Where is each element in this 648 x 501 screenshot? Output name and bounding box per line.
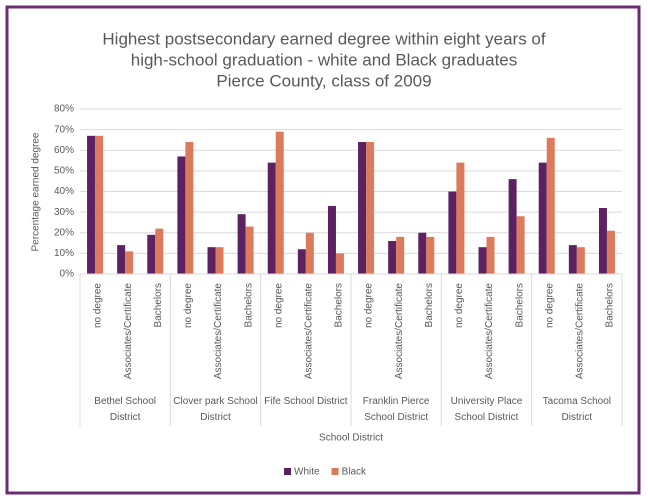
y-tick-label: 60%: [54, 145, 74, 156]
bar: [418, 232, 427, 274]
bar: [426, 236, 435, 274]
x-tick-label: Bachelors: [514, 283, 525, 327]
y-tick-label: 80%: [54, 104, 74, 115]
group-label: Clover park School District: [173, 396, 258, 423]
bar: [185, 142, 194, 274]
bar: [538, 162, 547, 274]
bar: [358, 142, 367, 274]
bar: [546, 137, 555, 274]
y-tick-label: 50%: [54, 166, 74, 177]
bar: [456, 162, 465, 274]
bar: [215, 247, 224, 274]
bar: [87, 135, 96, 274]
frame: [5, 5, 641, 495]
bar: [155, 228, 164, 274]
x-tick-label: no degree: [273, 283, 284, 328]
bar: [576, 247, 585, 274]
bar: [177, 156, 186, 274]
bar: [396, 236, 405, 274]
x-tick-label: Associates/Certificate: [394, 283, 405, 380]
bar: [147, 234, 156, 274]
bar: [606, 230, 615, 274]
bar: [207, 247, 216, 274]
bar: [486, 236, 495, 274]
group-label: University Place School District: [450, 396, 523, 423]
y-tick-label: 10%: [54, 248, 74, 259]
x-tick-label: no degree: [544, 283, 555, 328]
x-tick-label: Bachelors: [153, 283, 164, 327]
chart-title: high-school graduation - white and Black…: [131, 50, 518, 69]
bar: [125, 251, 134, 274]
y-tick-label: 30%: [54, 207, 74, 218]
x-tick-label: Associates/Certificate: [574, 283, 585, 380]
x-axis-label: School District: [319, 433, 383, 444]
bar: [117, 245, 126, 274]
x-tick-label: Bachelors: [605, 283, 616, 327]
bar: [478, 247, 487, 274]
group-label: Tacoma School District: [542, 396, 612, 423]
bar: [327, 205, 336, 274]
x-tick-label: no degree: [93, 283, 104, 328]
y-tick-label: 40%: [54, 186, 74, 197]
x-tick-label: Associates/Certificate: [213, 283, 224, 380]
x-tick-label: no degree: [183, 283, 194, 328]
legend-swatch: [284, 468, 291, 475]
bar: [448, 191, 457, 274]
bar: [516, 216, 525, 274]
x-tick-label: no degree: [454, 283, 465, 328]
bar: [95, 135, 104, 274]
x-tick-label: Bachelors: [334, 283, 345, 327]
legend-label: Black: [342, 467, 367, 478]
x-tick-label: Associates/Certificate: [303, 283, 314, 380]
y-axis-label: Percentage earned degree: [31, 132, 42, 251]
bar: [297, 249, 306, 274]
bar: [305, 232, 314, 274]
bar: [598, 208, 607, 274]
bar: [388, 241, 397, 274]
legend-swatch: [331, 468, 339, 475]
x-tick-label: Bachelors: [243, 283, 254, 327]
bar: [366, 142, 375, 274]
x-tick-label: Bachelors: [424, 283, 435, 327]
bar: [237, 214, 246, 274]
bar: [245, 226, 254, 274]
bar: [275, 131, 284, 274]
x-tick-label: Associates/Certificate: [484, 283, 495, 380]
bar: [508, 179, 517, 274]
y-tick-label: 70%: [54, 124, 74, 135]
group-label: Bethel School District: [94, 396, 157, 423]
legend-label: White: [294, 467, 320, 478]
y-tick-label: 20%: [54, 227, 74, 238]
bar: [267, 162, 276, 274]
bar: [568, 245, 577, 274]
y-tick-label: 0%: [60, 269, 75, 280]
x-tick-label: Associates/Certificate: [123, 283, 134, 380]
chart-title: Pierce County, class of 2009: [216, 71, 431, 90]
group-label: Franklin Pierce School District: [362, 396, 430, 423]
bar: [335, 253, 344, 274]
x-tick-label: no degree: [364, 283, 375, 328]
chart-title: Highest postsecondary earned degree with…: [102, 29, 545, 48]
group-label: Fife School District: [264, 396, 348, 407]
